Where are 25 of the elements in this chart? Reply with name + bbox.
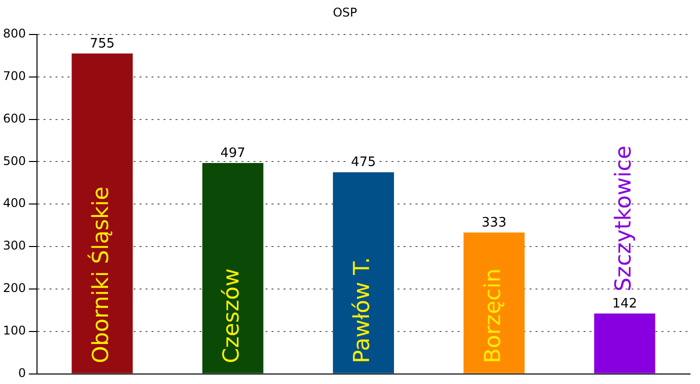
x-tick-label: Oborniki Śląskie <box>86 186 114 364</box>
bar <box>72 53 133 374</box>
bar <box>332 172 394 374</box>
y-tick-label: 400 <box>3 196 26 210</box>
x-tick-label: Czeszów <box>220 268 245 364</box>
y-tick-label: 200 <box>3 281 26 296</box>
data-label: 142 <box>612 296 638 312</box>
x-tick-label: Szczytkowice <box>611 146 636 292</box>
data-label: 475 <box>351 155 376 170</box>
y-tick-label: 800 <box>3 26 26 41</box>
y-tick-label: 700 <box>3 68 26 83</box>
bar <box>464 232 525 374</box>
chart-title: OSP <box>332 5 358 20</box>
x-tick-label: Borzęcin <box>480 268 506 364</box>
data-label: 755 <box>90 36 115 52</box>
bar <box>202 162 264 374</box>
data-label: 497 <box>220 146 246 161</box>
y-tick-label: 100 <box>3 324 26 338</box>
y-tick-label: 500 <box>3 154 26 168</box>
y-tick-label: 300 <box>3 238 26 253</box>
y-tick-label: 0 <box>18 366 26 380</box>
y-tick-label: 600 <box>3 111 26 126</box>
bar <box>594 314 656 374</box>
data-label: 333 <box>482 215 506 230</box>
x-tick-label: Pawłów T. <box>350 257 376 364</box>
